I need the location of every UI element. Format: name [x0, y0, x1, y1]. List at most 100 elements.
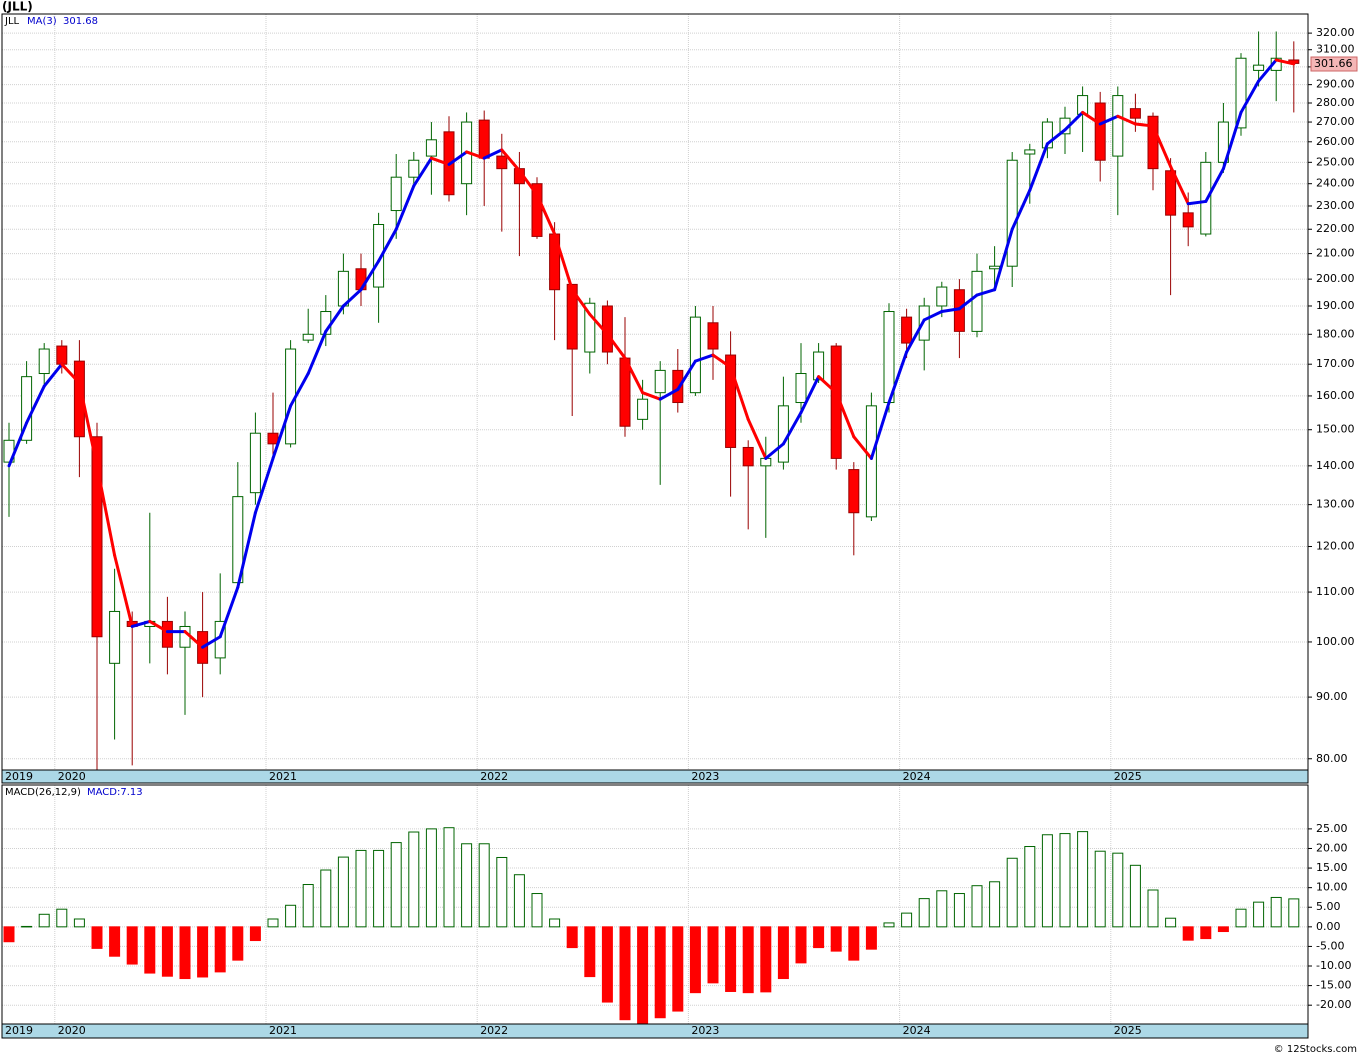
macd-bar [725, 926, 737, 992]
macd-bar [232, 926, 244, 961]
y-tick-label: 90.00 [1316, 690, 1348, 703]
candle-body [1235, 57, 1247, 129]
macd-bar [584, 926, 596, 978]
ma-segment [183, 630, 205, 649]
macd-bar [619, 926, 631, 1021]
candle-body [795, 373, 807, 404]
y2-tick-label: 0.00 [1316, 920, 1341, 933]
macd-bar [1041, 834, 1053, 928]
candle-body [584, 302, 596, 353]
macd-bar [337, 856, 349, 928]
x-tick-label: 2023 [691, 1024, 719, 1037]
y-tick-label: 280.00 [1316, 96, 1355, 109]
macd-bar [1235, 908, 1247, 928]
ma-segment [341, 288, 363, 308]
macd-bar [320, 869, 332, 928]
ma-segment [1221, 110, 1243, 171]
x-tick-label: 2024 [903, 1024, 931, 1037]
macd-bar [813, 926, 825, 949]
ma-segment [570, 288, 592, 316]
candle-body [496, 155, 508, 170]
macd-bar [1094, 850, 1106, 928]
ma-segment [95, 464, 117, 557]
candle-body [1147, 115, 1159, 170]
candle-body [848, 469, 860, 514]
candle-body [478, 119, 490, 159]
y-tick-label: 80.00 [1316, 752, 1348, 765]
candle-body [38, 348, 50, 375]
x-tick-label: 2021 [269, 1024, 297, 1037]
candle-body [425, 139, 437, 157]
macd-bar [654, 926, 666, 1019]
ma-segment [218, 585, 240, 639]
x-tick-label: 2022 [480, 770, 508, 783]
ma-segment [781, 411, 803, 446]
macd-bar [1253, 901, 1265, 928]
macd-bar [707, 926, 719, 984]
macd-bar [109, 926, 121, 957]
ma-segment [676, 359, 697, 391]
ma-segment [148, 619, 169, 634]
ma-segment [1010, 188, 1032, 231]
ma-segment [799, 375, 821, 415]
macd-bar [1217, 926, 1229, 933]
macd-bar [1006, 857, 1018, 928]
ma-segment [975, 288, 997, 297]
candle-body [566, 283, 578, 350]
candle-body [1006, 159, 1018, 267]
candle-body [777, 405, 789, 463]
macd-bar [531, 893, 543, 928]
macd-bar [918, 898, 930, 928]
x-tick-label: 2019 [5, 1024, 33, 1037]
candle-body [1253, 64, 1265, 71]
macd-bar [21, 925, 33, 928]
x-tick-label: 2022 [480, 1024, 508, 1037]
macd-bar [126, 926, 138, 965]
macd-bar [249, 926, 261, 942]
ma-segment [201, 635, 222, 649]
ma-segment [553, 232, 574, 292]
candle-body [971, 270, 983, 332]
y2-tick-label: 25.00 [1316, 822, 1348, 835]
y2-tick-label: -10.00 [1316, 959, 1351, 972]
candle-body [1094, 102, 1106, 161]
candle-body [989, 265, 1001, 270]
ma-segment [1274, 58, 1296, 66]
macd-bar [1129, 864, 1141, 928]
macd-bar [1077, 831, 1089, 928]
x-tick-label: 2019 [5, 770, 33, 783]
ma-segment [324, 304, 345, 333]
macd-bar [795, 926, 807, 964]
y-tick-label: 100.00 [1316, 635, 1355, 648]
legend-ma-value: 301.68 [63, 16, 98, 27]
ma-segment [1063, 110, 1085, 132]
y-tick-label: 110.00 [1316, 585, 1355, 598]
y-tick-label: 130.00 [1316, 498, 1355, 511]
ma-segment [1204, 167, 1225, 203]
ma-segment [693, 353, 715, 363]
ma-segment [1169, 165, 1190, 206]
ma-segment [482, 148, 504, 160]
macd-bar [1112, 852, 1124, 928]
y-tick-label: 290.00 [1316, 78, 1355, 91]
macd-bar [830, 926, 842, 952]
ma-segment [60, 362, 81, 385]
ma-segment [1239, 79, 1261, 114]
candle-body [1182, 212, 1194, 228]
y-tick-label: 210.00 [1316, 247, 1355, 260]
ma-segment [306, 329, 328, 376]
ma-segment [605, 332, 627, 360]
ma-segment [1098, 114, 1120, 126]
ma-segment [253, 456, 275, 515]
ma-segment [289, 372, 310, 408]
ma-segment [729, 365, 750, 421]
candle-body [179, 625, 191, 648]
x-tick-label: 2020 [58, 1024, 86, 1037]
macd-bar [390, 842, 402, 928]
y-tick-label: 260.00 [1316, 135, 1355, 148]
candle-body [725, 354, 737, 448]
chart-title: (JLL) [2, 0, 33, 14]
candle-body [689, 316, 701, 394]
candle-body [637, 398, 649, 420]
ma-segment [623, 356, 645, 395]
